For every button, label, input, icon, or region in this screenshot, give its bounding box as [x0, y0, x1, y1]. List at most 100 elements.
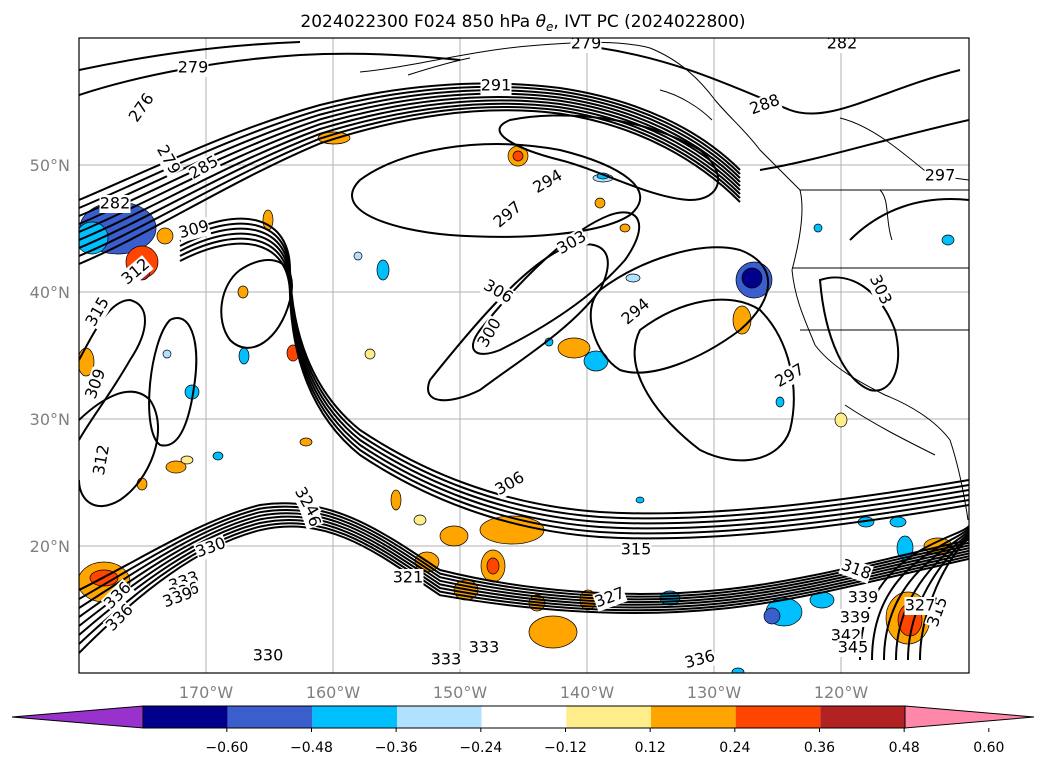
ivt-shade-cell	[353, 251, 363, 261]
theta-e-contour	[179, 227, 969, 525]
ivt-shade-cell	[557, 337, 591, 359]
ivt-shade-cell	[775, 396, 785, 408]
contour-label-bg	[924, 594, 952, 630]
coastline-segment	[879, 189, 893, 241]
contour-label-bg	[865, 272, 895, 308]
colorbar-tick-label: −0.48	[290, 740, 333, 756]
contour-label-bg	[839, 609, 871, 627]
contour-label-bg	[826, 38, 858, 53]
ivt-shade-cell	[390, 489, 402, 511]
theta-e-contour	[179, 237, 969, 535]
chart-title: 2024022300 F024 850 hPa θe, IVT PC (2024…	[300, 12, 745, 34]
y-tick-label: 30°N	[30, 410, 70, 429]
theta-e-contour	[79, 92, 741, 225]
ivt-shade-cell	[813, 223, 823, 233]
ivt-shade-cell	[376, 259, 390, 281]
theta-e-contour	[179, 242, 969, 540]
theta-e-contour	[79, 512, 969, 618]
theta-e-contour	[79, 41, 301, 71]
ivt-shade-cell	[625, 273, 641, 283]
contour-label-bg	[747, 91, 783, 119]
ivt-shade-cell	[834, 412, 848, 428]
contour-label-bg	[618, 295, 654, 329]
ivt-shade-cell	[364, 348, 376, 360]
ivt-shade-cell	[763, 607, 781, 625]
colorbar: −0.60 −0.48 −0.36 −0.24 −0.12 0.12 0.24 0.36 0.4…	[11, 705, 1035, 756]
contour-label: 315	[621, 540, 652, 559]
contour-label-bg	[160, 584, 196, 612]
colorbar-segment	[481, 706, 567, 728]
ivt-shade-cell	[479, 515, 545, 545]
contour-label-bg	[772, 360, 808, 392]
colorbar-segment	[312, 706, 397, 728]
theta-e-contour	[79, 502, 969, 595]
theta-e-contour	[148, 317, 198, 447]
y-tick-labels: 50°N 40°N 30°N 20°N	[30, 156, 70, 556]
colorbar-tick-label: −0.24	[459, 740, 502, 756]
ivt-shade-cell	[165, 460, 187, 474]
map-area: 2762792792792822822852882912942942972972…	[79, 34, 969, 673]
contour-label-bg	[682, 647, 718, 673]
contour-label-bg	[837, 639, 869, 657]
contour-label-bg	[490, 198, 526, 232]
ivt-shade-cell	[299, 437, 313, 447]
contour-label-bg	[176, 217, 212, 243]
ivt-shade-cell	[212, 451, 224, 461]
colorbar-tick-label: 0.36	[804, 740, 835, 756]
contour-label: 282	[100, 194, 131, 213]
contour-label: 321	[393, 568, 424, 587]
contour-label-bg	[82, 294, 114, 330]
theta-e-contour	[589, 246, 770, 374]
ivt-shade-cell	[136, 477, 148, 491]
contour-label-bg	[290, 484, 322, 520]
coastline-segment	[844, 404, 936, 456]
ivt-shade-cell	[741, 267, 763, 289]
theta-e-contour	[179, 232, 969, 530]
colorbar-segment	[820, 706, 905, 728]
map-frame	[78, 37, 970, 674]
ivt-shade-cell	[619, 223, 631, 233]
contour-label-bg	[492, 468, 528, 500]
coastline-segment	[659, 89, 713, 121]
theta-e-contour	[79, 89, 741, 217]
x-tick-label: 150°W	[433, 683, 488, 702]
theta-e-contour	[907, 534, 969, 661]
theta-e-contour	[179, 222, 969, 520]
colorbar-segment	[651, 706, 736, 728]
contour-label-bg	[252, 647, 284, 665]
ivt-shade-cell	[413, 514, 427, 526]
theta-e-contour	[759, 119, 969, 171]
colorbar-tick-label: 0.24	[719, 740, 750, 756]
colorbar-segment	[397, 706, 482, 728]
contour-label-bg	[480, 276, 516, 308]
contour-label: 333	[431, 650, 462, 669]
colorbar-segment	[227, 706, 313, 728]
colorbar-tick-label: 0.60	[973, 740, 1004, 756]
colorbar-tick-label: 0.48	[889, 740, 920, 756]
theta-e-contour	[895, 532, 969, 661]
theta-e-contour	[849, 198, 969, 241]
contour-label-bg	[904, 597, 936, 615]
colorbar-tick-label: −0.36	[375, 740, 418, 756]
theta-e-contour	[79, 505, 969, 600]
colorbar-frame	[142, 705, 906, 729]
ivt-shade-cell	[439, 525, 469, 547]
contour-label-bg	[924, 167, 956, 185]
ivt-shade-cell	[528, 615, 578, 649]
y-tick-label: 50°N	[30, 156, 70, 175]
contour-label-bg	[392, 569, 424, 587]
theta-e-contour	[471, 211, 641, 355]
colorbar-tick-label: 0.12	[635, 740, 666, 756]
ivt-shade-cell	[486, 557, 500, 575]
ivt-shade-cell	[512, 150, 524, 162]
contour-label: 282	[827, 34, 858, 53]
colorbar-segment	[566, 706, 651, 728]
theta-e-contour	[220, 259, 293, 349]
contour-label-bg	[847, 589, 879, 607]
x-tick-label: 160°W	[306, 683, 361, 702]
ivt-shade-cell	[635, 496, 645, 504]
contour-label-bg	[474, 315, 506, 351]
colorbar-extend-low	[11, 705, 144, 729]
x-tick-label: 130°W	[687, 683, 742, 702]
